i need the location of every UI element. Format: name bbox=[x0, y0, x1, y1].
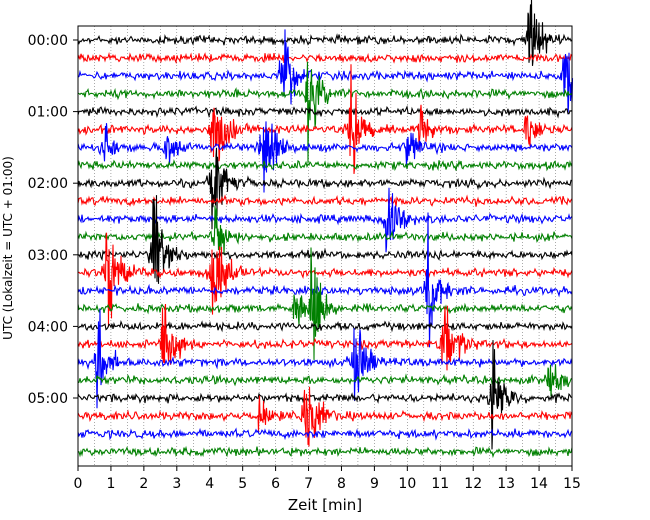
y-tick-label: 02:00 bbox=[28, 176, 68, 192]
trace-4 bbox=[77, 105, 573, 119]
trace-2 bbox=[77, 29, 574, 115]
x-tick-label: 2 bbox=[139, 476, 148, 492]
trace-14 bbox=[77, 212, 573, 348]
trace-6 bbox=[77, 121, 573, 193]
x-tick-label: 3 bbox=[172, 476, 181, 492]
x-tick-label: 0 bbox=[74, 476, 83, 492]
x-tick-label: 7 bbox=[304, 476, 313, 492]
trace-16 bbox=[77, 320, 573, 333]
trace-7 bbox=[77, 159, 573, 172]
x-tick-label: 6 bbox=[271, 476, 280, 492]
x-tick-label: 10 bbox=[398, 476, 416, 492]
trace-18 bbox=[77, 308, 573, 409]
trace-11 bbox=[77, 205, 573, 255]
trace-23 bbox=[77, 445, 573, 459]
x-axis-label: Zeit [min] bbox=[288, 496, 362, 514]
trace-3 bbox=[77, 61, 573, 164]
x-tick-label: 13 bbox=[497, 476, 515, 492]
x-tick-label: 14 bbox=[530, 476, 548, 492]
trace-5 bbox=[77, 64, 573, 174]
y-tick-label: 04:00 bbox=[28, 319, 68, 335]
y-tick-label: 00:00 bbox=[28, 33, 68, 49]
x-tick-label: 12 bbox=[464, 476, 482, 492]
trace-20 bbox=[77, 340, 573, 450]
trace-0 bbox=[77, 0, 573, 66]
trace-21 bbox=[77, 386, 573, 447]
x-tick-label: 8 bbox=[337, 476, 346, 492]
x-tick-label: 4 bbox=[205, 476, 214, 492]
y-axis-label: UTC (Lokalzeit = UTC + 01:00) bbox=[1, 156, 15, 340]
trace-1 bbox=[77, 51, 573, 65]
x-tick-label: 15 bbox=[563, 476, 581, 492]
trace-17 bbox=[77, 303, 573, 371]
trace-19 bbox=[77, 364, 573, 397]
seismic-traces bbox=[77, 0, 574, 459]
plot-frame bbox=[77, 25, 573, 467]
trace-15 bbox=[77, 247, 573, 360]
trace-9 bbox=[77, 194, 573, 208]
trace-8 bbox=[77, 147, 573, 230]
x-tick-label: 9 bbox=[370, 476, 379, 492]
x-tick-label: 5 bbox=[238, 476, 247, 492]
y-tick-label: 01:00 bbox=[28, 105, 68, 121]
y-axis-ticks: 00:00 01:00 02:00 03:00 04:00 05:00 bbox=[28, 33, 78, 407]
x-axis-ticks: 0 1 2 3 4 5 6 7 8 9 10 11 12 13 14 15 bbox=[74, 466, 581, 492]
x-tick-label: 11 bbox=[431, 476, 449, 492]
x-tick-label: 1 bbox=[106, 476, 115, 492]
y-tick-label: 03:00 bbox=[28, 248, 68, 264]
trace-13 bbox=[77, 232, 573, 327]
trace-10 bbox=[77, 187, 573, 253]
trace-22 bbox=[77, 427, 573, 441]
y-tick-label: 05:00 bbox=[28, 391, 68, 407]
